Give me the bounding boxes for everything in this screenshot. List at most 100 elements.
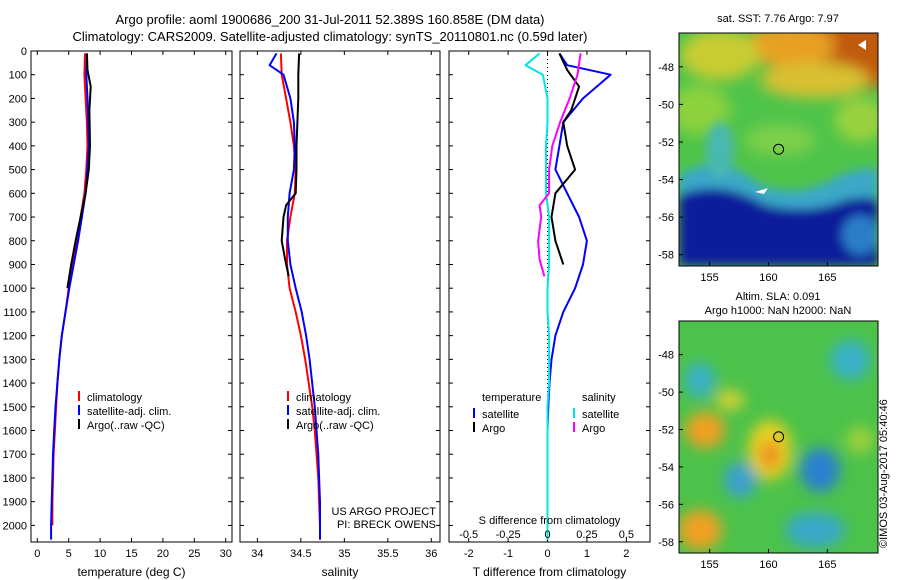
y-tick-label: 1700 bbox=[3, 449, 27, 461]
y-tick-label: 700 bbox=[9, 212, 27, 224]
y-tick-label: 2000 bbox=[3, 520, 27, 532]
series-line-temperature-satellite bbox=[546, 52, 612, 540]
x-tick-label: 25 bbox=[188, 548, 200, 560]
legend-label: satellite-adj. clim. bbox=[296, 406, 380, 418]
map-y-tick-label: -54 bbox=[658, 175, 674, 187]
sst-map-axes: 155 160 165 -48 -50 -52 -54 -56 -58 bbox=[658, 32, 879, 284]
x-tick-label: 34 bbox=[251, 548, 263, 560]
legend-label: Argo(..raw -QC) bbox=[296, 420, 374, 432]
map-y-tick-label: -48 bbox=[658, 350, 674, 362]
map-frame bbox=[678, 320, 879, 554]
x-tick-label: -2 bbox=[464, 548, 474, 560]
map-y-tick-label: -50 bbox=[658, 387, 674, 399]
map-x-tick-label: 155 bbox=[700, 559, 718, 571]
y-tick-label: 1800 bbox=[3, 473, 27, 485]
sla-map bbox=[679, 321, 878, 553]
legend-label: satellite bbox=[582, 409, 619, 421]
legend-label: Argo bbox=[582, 423, 605, 435]
x-tick-label: 2 bbox=[623, 548, 629, 560]
x-tick-label: -1 bbox=[503, 548, 513, 560]
map-y-tick-label: -48 bbox=[658, 62, 674, 74]
y-tick-label: 1000 bbox=[3, 283, 27, 295]
legend-group-title: salinity bbox=[582, 392, 616, 404]
x-tick-label: 34.5 bbox=[290, 548, 311, 560]
map-x-tick-label: 165 bbox=[818, 559, 836, 571]
project-annotation: US ARGO PROJECT bbox=[331, 506, 436, 518]
map-y-tick-label: -54 bbox=[658, 462, 674, 474]
sla-map-title-line1: Altim. SLA: 0.091 bbox=[735, 291, 821, 303]
map-y-tick-label: -56 bbox=[658, 499, 674, 511]
s-tick-label: -0.5 bbox=[459, 529, 478, 541]
x-axis-label: T difference from climatology bbox=[473, 565, 627, 579]
s-tick-label: 0.5 bbox=[619, 529, 634, 541]
y-tick-label: 300 bbox=[9, 117, 27, 129]
map-y-tick-label: -58 bbox=[658, 250, 674, 262]
float-location-marker bbox=[773, 431, 785, 443]
map-x-tick-label: 160 bbox=[759, 272, 777, 284]
x-axis-label: salinity bbox=[322, 565, 359, 579]
x-tick-label: 0 bbox=[34, 548, 40, 560]
sst-map bbox=[679, 33, 878, 266]
y-tick-label: 1200 bbox=[3, 331, 27, 343]
x-tick-label: 15 bbox=[125, 548, 137, 560]
temperature-panel: 0100200300400500600700800900100011001200… bbox=[3, 46, 233, 579]
legend-label: satellite bbox=[482, 409, 519, 421]
difference-panel: -2 -1 0 1 2 T difference from climatology temp… bbox=[448, 50, 651, 579]
y-tick-label: 800 bbox=[9, 236, 27, 248]
legend-group-title: temperature bbox=[482, 392, 541, 404]
plot-frame bbox=[30, 50, 233, 543]
y-tick-label: 1100 bbox=[3, 307, 27, 319]
figure-title-line1: Argo profile: aoml 1900686_200 31-Jul-20… bbox=[115, 12, 545, 27]
project-annotation: PI: BRECK OWENS bbox=[337, 519, 436, 531]
series-line-satellite-adj-clim- bbox=[50, 53, 90, 540]
s-tick-label: -0.25 bbox=[496, 529, 521, 541]
x-axis-label: temperature (deg C) bbox=[77, 565, 185, 579]
x-tick-label: 5 bbox=[66, 548, 72, 560]
y-tick-label: 200 bbox=[9, 93, 27, 105]
s-axis-label: S difference from climatology bbox=[479, 515, 621, 527]
legend-label: Argo(..raw -QC) bbox=[87, 420, 165, 432]
map-frame bbox=[678, 32, 879, 267]
x-tick-label: 35 bbox=[338, 548, 350, 560]
y-tick-label: 1600 bbox=[3, 426, 27, 438]
y-tick-label: 1500 bbox=[3, 402, 27, 414]
s-tick-label: 0 bbox=[544, 529, 550, 541]
map-y-tick-label: -58 bbox=[658, 537, 674, 549]
y-tick-label: 900 bbox=[9, 259, 27, 271]
x-tick-label: 0 bbox=[544, 548, 550, 560]
x-tick-label: 36 bbox=[425, 548, 437, 560]
sla-map-axes: 155 160 165 -48 -50 -52 -54 -56 -58 bbox=[658, 320, 879, 571]
y-tick-label: 0 bbox=[21, 46, 27, 58]
map-y-tick-label: -52 bbox=[658, 137, 674, 149]
series-line-satellite-adj-clim- bbox=[268, 52, 321, 540]
series-line-salinity-argo bbox=[537, 53, 582, 277]
salinity-panel: 34 34.5 35 35.5 36 salinity climatology satelli… bbox=[239, 50, 441, 579]
figure-title-line2: Climatology: CARS2009. Satellite-adjuste… bbox=[72, 29, 588, 44]
y-tick-label: 400 bbox=[9, 141, 27, 153]
map-x-tick-label: 160 bbox=[759, 559, 777, 571]
map-x-tick-label: 165 bbox=[818, 272, 836, 284]
x-tick-label: 20 bbox=[157, 548, 169, 560]
sst-map-title: sat. SST: 7.76 Argo: 7.97 bbox=[717, 13, 839, 25]
plot-frame bbox=[448, 50, 651, 543]
legend-label: climatology bbox=[87, 392, 143, 404]
legend-label: Argo bbox=[482, 423, 505, 435]
series-line-argo-raw-qc- bbox=[66, 53, 92, 289]
float-location-marker bbox=[773, 143, 785, 155]
x-tick-label: 1 bbox=[584, 548, 590, 560]
map-y-tick-label: -56 bbox=[658, 212, 674, 224]
y-tick-label: 1300 bbox=[3, 354, 27, 366]
y-tick-label: 600 bbox=[9, 188, 27, 200]
s-tick-label: 0.25 bbox=[576, 529, 597, 541]
y-tick-label: 500 bbox=[9, 165, 27, 177]
legend-label: satellite-adj. clim. bbox=[87, 406, 171, 418]
x-tick-label: 35.5 bbox=[377, 548, 398, 560]
map-x-tick-label: 155 bbox=[700, 272, 718, 284]
sla-map-title-line2: Argo h1000: NaN h2000: NaN bbox=[704, 305, 852, 317]
map-y-tick-label: -52 bbox=[658, 425, 674, 437]
y-tick-label: 1900 bbox=[3, 497, 27, 509]
x-tick-label: 30 bbox=[220, 548, 232, 560]
x-tick-label: 10 bbox=[94, 548, 106, 560]
legend-label: climatology bbox=[296, 392, 352, 404]
